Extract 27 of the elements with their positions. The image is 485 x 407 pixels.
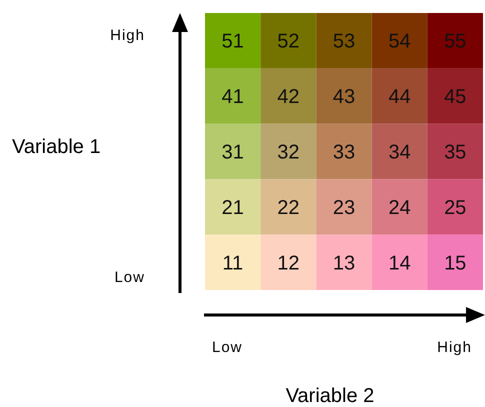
data-label: 35 [444, 142, 466, 164]
data-label: 51 [222, 30, 244, 53]
data-label: 32 [277, 142, 300, 164]
data-label: 15 [444, 252, 466, 274]
data-label: 14 [388, 252, 411, 274]
data-label: 52 [277, 30, 300, 53]
data-label: 11 [222, 252, 244, 274]
data-label: 34 [388, 142, 411, 164]
data-label: 41 [222, 86, 244, 108]
data-label: 31 [222, 142, 244, 164]
data-label: 12 [277, 252, 300, 274]
data-label: 22 [277, 196, 300, 219]
data-label: 23 [332, 196, 356, 219]
x-axis-title: Variable 2 [286, 385, 374, 407]
data-label: 25 [444, 196, 466, 219]
data-label: 53 [332, 30, 356, 53]
data-label: 55 [444, 30, 466, 53]
data-label: 44 [388, 86, 411, 108]
data-label: 43 [332, 86, 356, 108]
data-label: 24 [388, 196, 411, 219]
data-label: 45 [444, 86, 466, 108]
data-label: 42 [277, 86, 300, 108]
data-label: 33 [332, 142, 356, 164]
data-label: 21 [222, 196, 244, 219]
data-label: 13 [332, 252, 356, 274]
data-label: 54 [388, 30, 411, 53]
y-axis-title: Variable 1 [12, 136, 101, 158]
